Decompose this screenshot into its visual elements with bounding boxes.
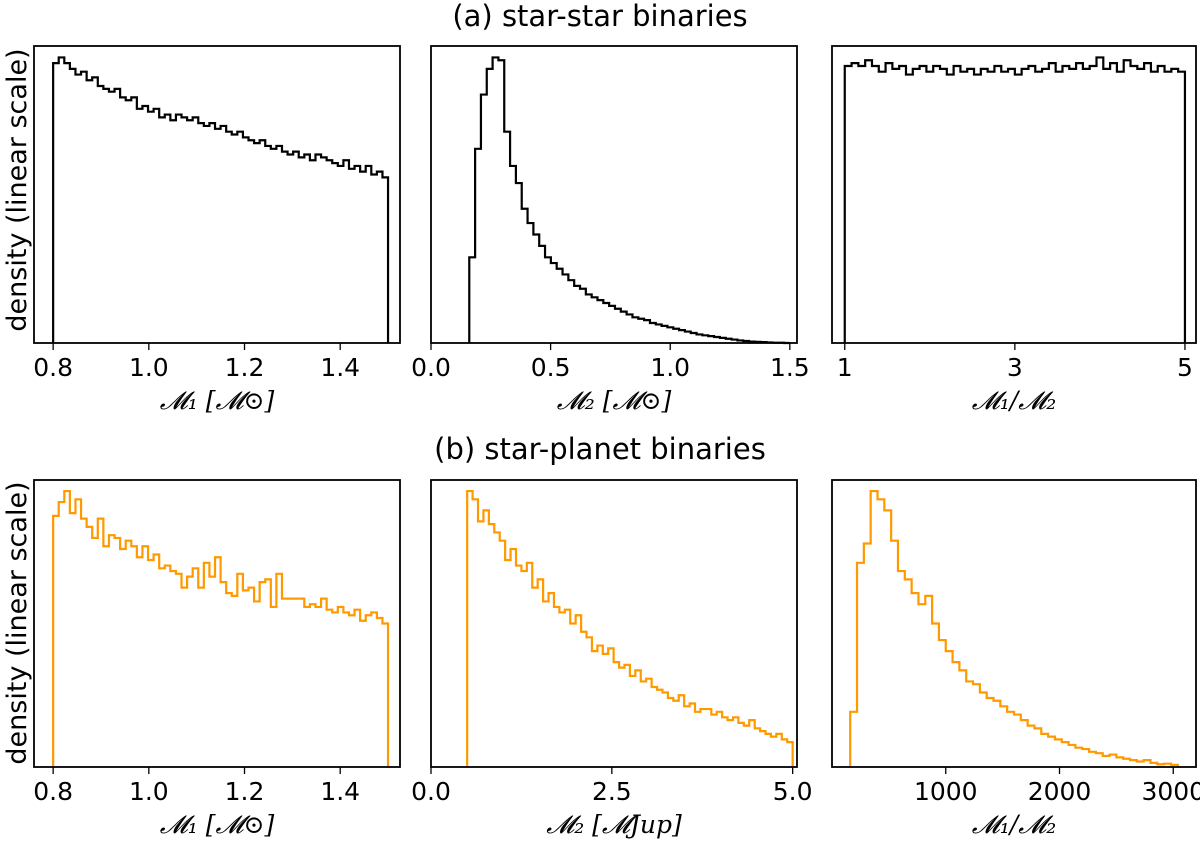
x-axis-label: 𝓜₁ [𝓜⊙] [160,386,275,415]
histogram-series [849,489,1179,767]
x-axis-label: 𝓜₁ [𝓜⊙] [160,810,275,839]
x-tick-label: 3 [1007,353,1023,382]
x-tick-label: 1.4 [320,777,360,806]
x-tick-label: 5.0 [773,777,813,806]
x-tick-label: 1 [837,353,853,382]
panel-0-2: 1 3 5 𝓜₁/𝓜₂ [831,45,1197,415]
x-tick-label: 0.0 [411,777,451,806]
x-tick-label: 1000 [914,777,978,806]
x-axis-label: 𝓜₂ [𝓜⊙] [557,386,672,415]
x-axis-label: 𝓜₂ [𝓜Jup] [546,810,682,839]
x-tick-label: 1.2 [225,353,265,382]
axes-frame [33,479,401,768]
x-tick-label: 1.4 [320,353,360,382]
panel-0-1: 0.0 0.5 1.0 1.5 𝓜₂ [𝓜⊙] [411,45,810,415]
x-tick-label: 2.5 [592,777,632,806]
axes-frame [430,45,798,344]
x-tick-label: 0.5 [531,353,571,382]
x-tick-label: 3000 [1141,777,1200,806]
panels: 0.8 1.0 1.2 1.4 𝓜₁ [𝓜⊙] 0.0 0.5 1.0 1.5 𝓜₂ [𝓜⊙] 1 3… [33,45,1200,839]
x-tick-label: 1.2 [225,777,265,806]
histogram-series [52,56,390,343]
row-title-b: (b) star-planet binaries [434,432,766,466]
axes-frame [831,45,1197,344]
x-tick-label: 2000 [1028,777,1092,806]
x-tick-label: 0.8 [33,777,73,806]
x-tick-label: 0.0 [411,353,451,382]
x-tick-label: 1.0 [650,353,690,382]
histogram-series [843,56,1187,343]
x-tick-label: 1.0 [129,777,169,806]
x-tick-label: 5 [1177,353,1193,382]
histogram-series [52,489,390,767]
axes-frame [430,479,798,768]
panel-0-0: 0.8 1.0 1.2 1.4 𝓜₁ [𝓜⊙] [33,45,401,415]
x-axis-label: 𝓜₁/𝓜₂ [972,386,1056,415]
x-tick-label: 1.5 [770,353,810,382]
panel-1-0: 0.8 1.0 1.2 1.4 𝓜₁ [𝓜⊙] [33,479,401,839]
x-axis-label: 𝓜₁/𝓜₂ [972,810,1056,839]
y-axis-label-bottom: density (linear scale) [2,481,33,764]
axes-frame [33,45,401,344]
histogram-series [466,489,794,767]
axes-frame [831,479,1197,768]
x-tick-label: 1.0 [129,353,169,382]
x-tick-label: 0.8 [33,353,73,382]
histogram-series [468,56,790,345]
panel-1-1: 0.0 2.5 5.0 𝓜₂ [𝓜Jup] [411,479,813,839]
row-title-a: (a) star-star binaries [452,0,747,33]
panel-1-2: 1000 2000 3000 𝓜₁/𝓜₂ [831,479,1200,839]
y-axis-label-top: density (linear scale) [2,48,33,331]
